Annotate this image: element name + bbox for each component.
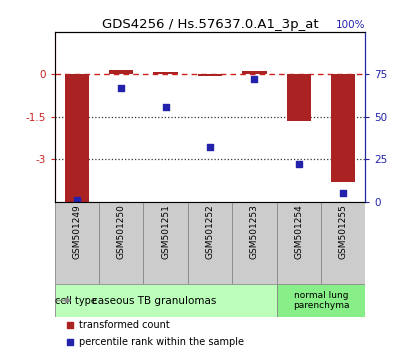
Point	[67, 322, 74, 328]
Title: GDS4256 / Hs.57637.0.A1_3p_at: GDS4256 / Hs.57637.0.A1_3p_at	[102, 18, 318, 31]
Text: normal lung
parenchyma: normal lung parenchyma	[293, 291, 349, 310]
Text: caseous TB granulomas: caseous TB granulomas	[92, 296, 217, 306]
Point	[162, 104, 169, 109]
Text: GSM501252: GSM501252	[205, 204, 215, 259]
Point	[340, 190, 346, 196]
Bar	[321, 201, 365, 285]
Bar	[109, 70, 134, 74]
Text: percentile rank within the sample: percentile rank within the sample	[79, 337, 244, 347]
Bar	[232, 201, 277, 285]
Text: cell type: cell type	[55, 296, 97, 306]
Bar	[331, 74, 355, 182]
Text: transformed count: transformed count	[79, 320, 170, 330]
Bar	[153, 72, 178, 74]
Bar	[277, 201, 321, 285]
Point	[67, 339, 74, 345]
Point	[207, 144, 213, 150]
Text: GSM501249: GSM501249	[72, 204, 81, 259]
Bar	[198, 74, 222, 76]
Point	[251, 76, 258, 82]
Text: GSM501255: GSM501255	[339, 204, 348, 259]
Text: GSM501254: GSM501254	[294, 204, 303, 259]
Bar	[55, 285, 277, 316]
Point	[74, 197, 80, 202]
Bar	[277, 285, 365, 316]
Bar	[143, 201, 188, 285]
Bar	[242, 71, 267, 74]
Bar	[65, 74, 89, 201]
Text: GSM501251: GSM501251	[161, 204, 170, 259]
Bar	[99, 201, 143, 285]
Text: GSM501250: GSM501250	[117, 204, 126, 259]
Point	[295, 161, 302, 167]
Bar	[188, 201, 232, 285]
Text: 100%: 100%	[336, 20, 365, 30]
Bar	[55, 201, 99, 285]
Text: GSM501253: GSM501253	[250, 204, 259, 259]
Bar	[286, 74, 311, 121]
Point	[118, 85, 125, 91]
